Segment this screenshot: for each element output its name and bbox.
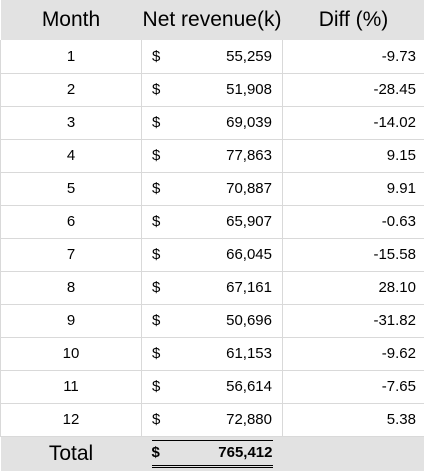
total-label: Total — [1, 436, 142, 471]
diff-percent-cell[interactable]: 9.91 — [283, 172, 424, 205]
diff-percent-cell[interactable]: -31.82 — [283, 304, 424, 337]
net-revenue-cell[interactable]: $66,045 — [142, 238, 283, 271]
net-revenue-cell[interactable]: $65,907 — [142, 205, 283, 238]
net-revenue-value: 66,045 — [226, 246, 272, 263]
currency-symbol: $ — [152, 312, 160, 329]
net-revenue-value: 50,696 — [226, 312, 272, 329]
currency-symbol: $ — [152, 213, 160, 230]
net-revenue-value: 70,887 — [226, 180, 272, 197]
net-revenue-cell[interactable]: $70,887 — [142, 172, 283, 205]
table-row[interactable]: 10$61,153-9.62 — [1, 337, 424, 370]
diff-percent-cell[interactable]: -15.58 — [283, 238, 424, 271]
currency-symbol: $ — [152, 378, 160, 395]
table-row[interactable]: 6$65,907-0.63 — [1, 205, 424, 238]
currency-symbol: $ — [152, 279, 160, 296]
header-net-revenue: Net revenue(k) — [142, 0, 283, 40]
currency-symbol: $ — [152, 345, 160, 362]
total-diff-cell — [283, 436, 424, 471]
header-diff-percent: Diff (%) — [283, 0, 424, 40]
currency-symbol: $ — [152, 180, 160, 197]
month-cell[interactable]: 10 — [1, 337, 142, 370]
diff-percent-cell[interactable]: -28.45 — [283, 73, 424, 106]
table-row[interactable]: 7$66,045-15.58 — [1, 238, 424, 271]
diff-percent-cell[interactable]: 28.10 — [283, 271, 424, 304]
month-cell[interactable]: 5 — [1, 172, 142, 205]
net-revenue-value: 61,153 — [226, 345, 272, 362]
month-cell[interactable]: 1 — [1, 40, 142, 73]
net-revenue-value: 77,863 — [226, 147, 272, 164]
currency-symbol: $ — [152, 114, 160, 131]
month-cell[interactable]: 8 — [1, 271, 142, 304]
net-revenue-cell[interactable]: $77,863 — [142, 139, 283, 172]
net-revenue-value: 69,039 — [226, 114, 272, 131]
table-header: Month Net revenue(k) Diff (%) — [1, 0, 424, 40]
month-cell[interactable]: 2 — [1, 73, 142, 106]
month-cell[interactable]: 7 — [1, 238, 142, 271]
diff-percent-cell[interactable]: -9.73 — [283, 40, 424, 73]
month-cell[interactable]: 12 — [1, 403, 142, 436]
net-revenue-value: 51,908 — [226, 81, 272, 98]
month-cell[interactable]: 11 — [1, 370, 142, 403]
table-row[interactable]: 2$51,908-28.45 — [1, 73, 424, 106]
net-revenue-cell[interactable]: $61,153 — [142, 337, 283, 370]
total-currency-symbol: $ — [152, 444, 160, 461]
diff-percent-cell[interactable]: 5.38 — [283, 403, 424, 436]
diff-percent-cell[interactable]: -7.65 — [283, 370, 424, 403]
net-revenue-value: 67,161 — [226, 279, 272, 296]
net-revenue-cell[interactable]: $67,161 — [142, 271, 283, 304]
total-revenue-cell: $ 765,412 — [142, 436, 283, 471]
net-revenue-cell[interactable]: $51,908 — [142, 73, 283, 106]
diff-percent-cell[interactable]: -0.63 — [283, 205, 424, 238]
net-revenue-cell[interactable]: $69,039 — [142, 106, 283, 139]
currency-symbol: $ — [152, 147, 160, 164]
total-revenue-value: 765,412 — [218, 444, 272, 461]
month-cell[interactable]: 6 — [1, 205, 142, 238]
currency-symbol: $ — [152, 48, 160, 65]
table-row[interactable]: 9$50,696-31.82 — [1, 304, 424, 337]
net-revenue-value: 55,259 — [226, 48, 272, 65]
net-revenue-cell[interactable]: $50,696 — [142, 304, 283, 337]
currency-symbol: $ — [152, 246, 160, 263]
total-row: Total $ 765,412 — [1, 436, 424, 471]
month-cell[interactable]: 4 — [1, 139, 142, 172]
month-cell[interactable]: 3 — [1, 106, 142, 139]
net-revenue-cell[interactable]: $55,259 — [142, 40, 283, 73]
diff-percent-cell[interactable]: -14.02 — [283, 106, 424, 139]
currency-symbol: $ — [152, 81, 160, 98]
currency-symbol: $ — [152, 411, 160, 428]
table-row[interactable]: 1$55,259-9.73 — [1, 40, 424, 73]
month-cell[interactable]: 9 — [1, 304, 142, 337]
table-row[interactable]: 11$56,614-7.65 — [1, 370, 424, 403]
net-revenue-value: 65,907 — [226, 213, 272, 230]
header-month: Month — [1, 0, 142, 40]
net-revenue-cell[interactable]: $56,614 — [142, 370, 283, 403]
header-row: Month Net revenue(k) Diff (%) — [1, 0, 424, 40]
diff-percent-cell[interactable]: -9.62 — [283, 337, 424, 370]
table-footer: Total $ 765,412 — [1, 436, 424, 471]
net-revenue-value: 72,880 — [226, 411, 272, 428]
net-revenue-cell[interactable]: $72,880 — [142, 403, 283, 436]
diff-percent-cell[interactable]: 9.15 — [283, 139, 424, 172]
table-row[interactable]: 3$69,039-14.02 — [1, 106, 424, 139]
net-revenue-value: 56,614 — [226, 378, 272, 395]
